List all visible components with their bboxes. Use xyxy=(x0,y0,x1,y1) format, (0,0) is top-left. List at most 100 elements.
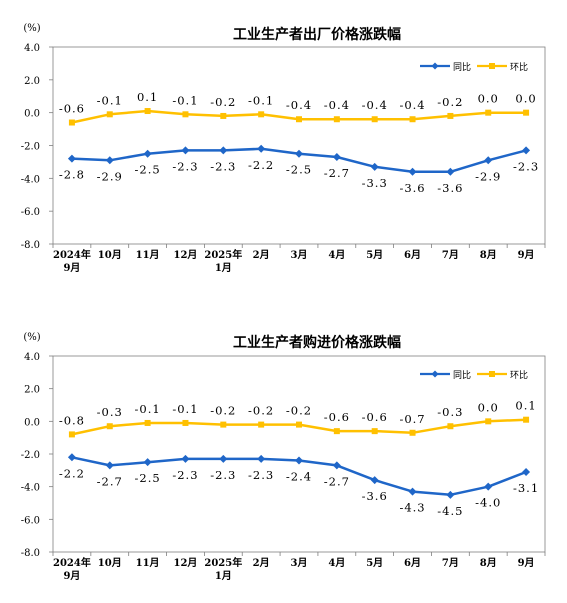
x-tick-label: 1月 xyxy=(215,262,232,274)
data-label-mom: -0.7 xyxy=(399,412,425,426)
data-point-mom xyxy=(68,431,75,438)
data-label-mom: -0.3 xyxy=(437,405,463,419)
data-label-yoy: -2.9 xyxy=(475,169,501,183)
data-point-yoy xyxy=(446,490,455,499)
x-tick-label: 4月 xyxy=(328,249,345,261)
data-label-mom: -0.1 xyxy=(135,402,161,416)
data-label-yoy: -2.4 xyxy=(286,470,312,484)
data-point-mom xyxy=(258,421,265,428)
data-label-mom: 0.0 xyxy=(515,92,536,106)
data-point-mom xyxy=(409,116,416,123)
data-label-mom: -0.4 xyxy=(324,98,350,112)
y-tick-label: -8.0 xyxy=(21,240,40,251)
y-tick-label: 0.0 xyxy=(24,417,40,428)
data-label-yoy: -2.3 xyxy=(210,159,236,173)
data-label-yoy: -3.6 xyxy=(399,181,425,195)
data-point-mom xyxy=(485,109,492,116)
x-tick-label: 10月 xyxy=(98,557,122,569)
data-point-yoy xyxy=(408,487,417,496)
data-label-mom: -0.3 xyxy=(97,405,123,419)
data-label-mom: -0.6 xyxy=(324,410,350,424)
data-point-yoy xyxy=(67,154,76,163)
data-point-yoy xyxy=(484,482,493,491)
data-point-mom xyxy=(144,108,151,115)
x-tick-label: 12月 xyxy=(174,249,198,261)
data-label-yoy: -4.3 xyxy=(399,501,425,515)
data-label-mom: -0.1 xyxy=(172,402,198,416)
data-point-mom xyxy=(220,112,227,119)
chart-title: 工业生产者出厂价格涨跌幅 xyxy=(233,26,401,43)
data-label-mom: -0.6 xyxy=(59,102,85,116)
x-tick-label: 10月 xyxy=(98,249,122,261)
x-tick-label: 8月 xyxy=(480,557,497,569)
data-point-yoy xyxy=(105,156,114,165)
data-label-yoy: -2.3 xyxy=(172,468,198,482)
data-point-yoy xyxy=(257,454,266,463)
data-label-yoy: -3.3 xyxy=(362,176,388,190)
data-point-mom xyxy=(182,419,189,426)
data-point-yoy xyxy=(257,144,266,153)
data-point-mom xyxy=(144,419,151,426)
legend-marker-yoy xyxy=(431,62,439,70)
plot-area-frame xyxy=(52,46,546,245)
x-tick-label: 2025年 xyxy=(204,556,242,569)
y-axis-unit-label: (%) xyxy=(23,23,40,34)
data-label-yoy: -4.5 xyxy=(437,504,463,518)
x-tick-label: 2025年 xyxy=(204,248,242,261)
data-label-mom: -0.4 xyxy=(362,98,388,112)
data-point-yoy xyxy=(522,146,531,155)
data-label-yoy: -2.7 xyxy=(97,474,123,488)
data-point-yoy xyxy=(181,454,190,463)
data-point-mom xyxy=(523,109,530,116)
y-tick-label: 0.0 xyxy=(24,109,40,120)
x-tick-label: 2月 xyxy=(253,557,270,569)
data-label-mom: -0.8 xyxy=(59,413,85,427)
x-tick-label: 5月 xyxy=(366,557,383,569)
data-point-mom xyxy=(258,111,265,118)
y-tick-label: 4.0 xyxy=(24,352,40,363)
x-tick-label: 6月 xyxy=(404,249,421,261)
data-label-mom: -0.6 xyxy=(362,410,388,424)
y-tick-label: -4.0 xyxy=(21,483,40,494)
data-point-mom xyxy=(485,418,492,425)
legend-label-mom: 环比 xyxy=(510,61,528,73)
legend-label-yoy: 同比 xyxy=(453,61,471,73)
y-tick-label: -6.0 xyxy=(21,207,40,218)
data-label-mom: -0.2 xyxy=(210,95,236,109)
data-label-mom: 0.1 xyxy=(137,90,158,104)
plot-area-frame xyxy=(52,355,546,553)
chart-title: 工业生产者购进价格涨跌幅 xyxy=(233,334,401,351)
data-point-yoy xyxy=(446,167,455,176)
data-label-yoy: -2.7 xyxy=(324,166,350,180)
legend-marker-yoy xyxy=(431,370,439,378)
y-tick-label: -2.0 xyxy=(21,450,40,461)
data-point-mom xyxy=(447,112,454,119)
data-point-yoy xyxy=(219,146,228,155)
data-label-mom: -0.4 xyxy=(286,98,312,112)
data-point-yoy xyxy=(143,458,152,467)
data-label-yoy: -2.5 xyxy=(135,471,161,485)
data-point-mom xyxy=(296,116,302,123)
data-label-yoy: -3.6 xyxy=(362,489,388,503)
data-label-yoy: -2.9 xyxy=(97,169,123,183)
data-point-yoy xyxy=(332,461,341,470)
x-tick-label: 5月 xyxy=(366,249,383,261)
data-label-mom: -0.1 xyxy=(248,93,274,107)
data-label-yoy: -2.3 xyxy=(248,468,274,482)
x-tick-label: 6月 xyxy=(404,557,421,569)
data-label-mom: 0.0 xyxy=(478,400,499,414)
data-point-yoy xyxy=(181,146,190,155)
data-label-yoy: -3.1 xyxy=(513,481,539,495)
data-point-mom xyxy=(68,119,75,126)
x-tick-label: 7月 xyxy=(442,249,459,261)
data-point-mom xyxy=(106,111,113,118)
legend-label-mom: 环比 xyxy=(510,369,528,381)
data-label-mom: -0.1 xyxy=(97,93,123,107)
data-point-yoy xyxy=(522,467,531,476)
data-point-yoy xyxy=(295,149,303,158)
legend-label-yoy: 同比 xyxy=(453,369,471,381)
data-point-yoy xyxy=(370,162,379,171)
data-label-mom: -0.2 xyxy=(437,95,463,109)
data-point-yoy xyxy=(105,461,114,470)
